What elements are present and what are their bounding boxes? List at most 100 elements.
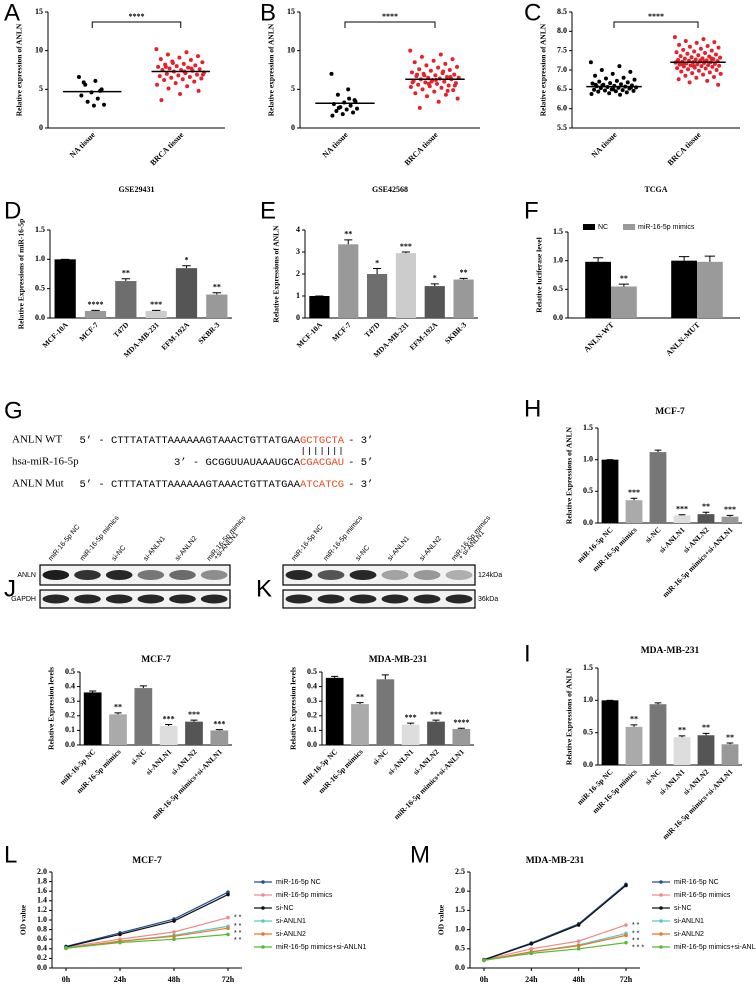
blot-band [200, 570, 228, 580]
x-tick-label: BRCA tissue [403, 130, 440, 167]
y-tick-label: 10 [287, 45, 295, 54]
data-point [588, 60, 593, 65]
chart-title: MCF-7 [141, 655, 171, 665]
legend-label: miR-16-5p NC [674, 879, 719, 886]
significance-label: *** [430, 710, 442, 719]
y-tick-label: 0.0 [455, 963, 465, 972]
panel-letter: F [524, 197, 539, 224]
y-tick-label: 0.5 [583, 486, 593, 495]
data-point [696, 53, 701, 58]
legend-label: si-NC [276, 905, 294, 912]
x-axis-label: GSE29431 [118, 185, 154, 194]
significance-label: *** [188, 710, 200, 719]
data-point [619, 82, 624, 87]
binding-site: GCTGCTA [300, 435, 345, 447]
data-point [716, 45, 721, 50]
legend-label: miR-16-5p mimics [674, 892, 731, 899]
data-point [599, 68, 604, 72]
significance-label: * * [234, 914, 242, 921]
sequence-left: 5’ - CTTTATATTAAAAAAGTAAACTGTTATGAA [79, 479, 300, 491]
error-bar [678, 256, 690, 261]
legend-marker [261, 932, 265, 936]
legend-label: si-ANLN1 [674, 918, 704, 925]
data-point [701, 37, 706, 42]
y-tick-label: 0.2 [65, 711, 75, 720]
legend-marker [659, 932, 663, 936]
data-point [420, 87, 425, 92]
y-tick-label: 1.2 [37, 905, 47, 914]
y-axis-label: Relative Expressions of ANLN [565, 667, 574, 765]
data-point [446, 83, 451, 88]
data-point [174, 64, 179, 69]
sequence-name: ANLN Mut [12, 478, 64, 490]
data-point [718, 71, 723, 76]
data-point [443, 92, 448, 97]
error-bar [654, 702, 662, 705]
data-point [187, 74, 192, 79]
panel-letter: I [524, 640, 531, 667]
data-point [439, 85, 444, 90]
data-point [226, 932, 230, 937]
data-point [426, 81, 431, 86]
data-point [592, 87, 597, 92]
lane-label: miR-16-5p NC [291, 524, 325, 563]
y-tick-label: 0.5 [65, 667, 75, 676]
blot-band [445, 594, 473, 604]
data-point [445, 88, 450, 93]
sequence-name: hsa-miR-16-5p [12, 456, 79, 468]
bar [325, 677, 344, 745]
data-point [163, 64, 168, 69]
x-tick-label: NA tissue [321, 130, 350, 159]
y-tick-label: 6.5 [557, 84, 567, 93]
significance-label: ** [460, 268, 468, 277]
error-bar [726, 742, 734, 745]
bar [649, 704, 667, 765]
x-tick-label: 48h [168, 975, 181, 984]
legend-swatch [583, 224, 595, 230]
y-tick-label: 0.0 [35, 313, 45, 322]
significance-label: **** [88, 300, 104, 309]
data-point [529, 942, 534, 946]
blot-band [200, 594, 228, 604]
sequence-right-part: CGACGAU - 5’ [300, 457, 373, 469]
error-bar [592, 257, 604, 262]
y-tick-label: 0.1 [65, 725, 75, 734]
y-tick-label: 0.3 [307, 696, 317, 705]
data-point [158, 57, 163, 62]
y-tick-label: 1.5 [553, 227, 563, 236]
lane-label: miR-16-5p NC [47, 524, 81, 563]
y-tick-label: 0.0 [307, 740, 317, 749]
data-point [687, 80, 692, 85]
x-tick-label: BRCA tissue [666, 130, 703, 167]
blot-band [317, 570, 345, 580]
significance-label: ** [702, 502, 710, 511]
significance-label: * * [632, 922, 640, 929]
legend-marker [261, 919, 265, 923]
significance-label: * * * [632, 944, 644, 951]
data-point [226, 915, 230, 920]
y-tick-label: 1.0 [583, 695, 593, 704]
data-point [625, 80, 630, 85]
x-tick-label: MCF-7 [77, 320, 100, 343]
data-point [455, 96, 460, 101]
data-point [408, 48, 413, 53]
error-bar [630, 724, 638, 727]
legend-label: miR-16-5p mimics+si-ANLN1 [276, 944, 367, 951]
blot-band [137, 594, 165, 604]
data-point [714, 68, 719, 72]
significance-label: * [185, 256, 189, 265]
blot-row-label: GAPDH [11, 596, 36, 603]
data-point [576, 943, 581, 948]
y-tick-label: 15 [287, 7, 295, 16]
data-point [412, 60, 417, 65]
data-point [694, 75, 699, 80]
y-tick-label: 1.5 [455, 905, 465, 914]
data-point [710, 64, 715, 69]
data-point [617, 64, 622, 69]
data-point [707, 70, 712, 75]
y-tick-label: 1.6 [37, 886, 47, 895]
data-point [624, 90, 629, 95]
y-tick-label: 6.0 [557, 103, 567, 112]
y-tick-label: 8.0 [557, 26, 567, 35]
x-tick-label: 24h [114, 975, 127, 984]
